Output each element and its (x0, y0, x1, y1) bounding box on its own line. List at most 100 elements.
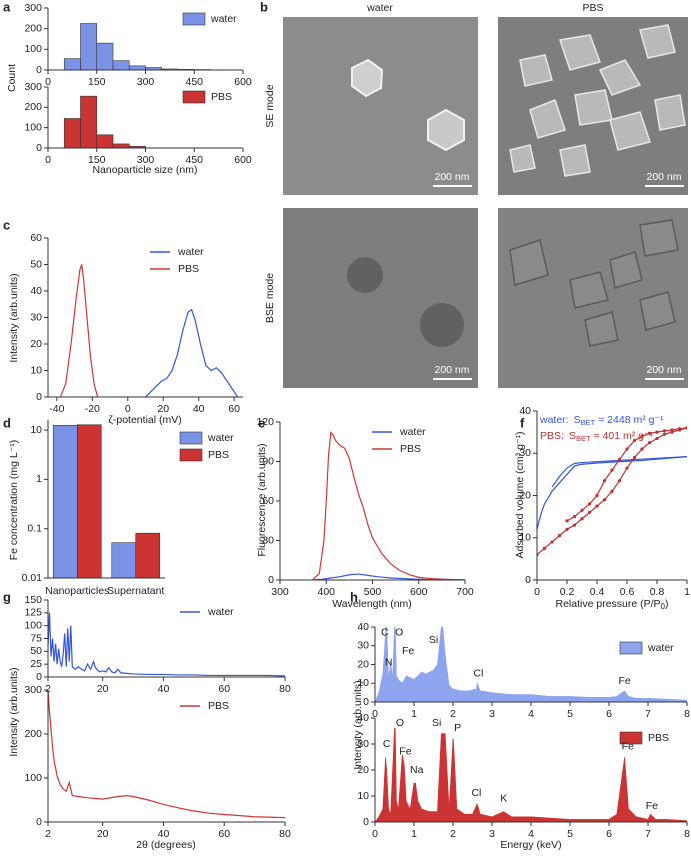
bar (77, 425, 101, 578)
x-tick-label: 60 (218, 683, 230, 695)
legend-swatch (180, 432, 202, 444)
y-tick-label: 150 (24, 594, 42, 606)
histogram-bar (64, 59, 80, 70)
y-axis-label: Fluorescence (arb.units) (256, 443, 268, 556)
legend-swatch (183, 91, 205, 103)
y-tick-label: 200 (24, 101, 42, 113)
series-point (670, 428, 673, 431)
panel-label: f (520, 415, 525, 430)
series-point (595, 504, 598, 507)
x-tick-label: 400 (317, 586, 335, 598)
x-tick-label: 2 (45, 828, 51, 840)
x-tick-label: 0 (45, 154, 51, 166)
column-label: water (366, 2, 393, 14)
x-tick-label: 6 (606, 828, 612, 840)
x-tick-label: 8 (684, 828, 690, 840)
peak-label: Cl (471, 787, 481, 799)
y-tick-label: 200 (24, 728, 42, 740)
x-tick-label: 150 (88, 76, 106, 88)
series-point (588, 511, 591, 514)
peak-label: Na (410, 764, 424, 776)
y-tick-label: 0 (36, 142, 42, 154)
legend-label: water (210, 13, 237, 25)
x-tick-label: 0.4 (590, 586, 605, 598)
series-point (625, 447, 628, 450)
panel-label: a (3, 0, 11, 14)
y-tick-label: 100 (24, 619, 42, 631)
panel-label: d (3, 415, 11, 430)
x-tick-label: 500 (364, 586, 382, 598)
y-tick-label: 300 (24, 81, 42, 93)
x-axis-label: Relative pressure (P/P0) (556, 598, 669, 611)
sem-images: 200 nm 200 nm 200 nm 200 nm water PBS SE… (264, 2, 688, 388)
legend-label: water (177, 246, 204, 258)
annotation-part: S (569, 430, 576, 442)
peak-label: Fe (622, 740, 634, 752)
x-tick-label: 1 (411, 708, 417, 720)
x-tick-label: 80 (279, 683, 291, 695)
peak-label: Fe (399, 746, 411, 758)
legend-label: water (647, 642, 674, 654)
series-area (375, 627, 687, 702)
annotation-part: PBS: (540, 430, 564, 442)
y-tick-label: 300 (24, 684, 42, 696)
histogram-bar (113, 61, 129, 70)
x-tick-label: 7 (645, 828, 651, 840)
x-tick-label: 60 (228, 403, 240, 415)
peak-label: N (385, 656, 393, 668)
series-line (60, 265, 97, 398)
legend-label: PBS (648, 732, 669, 744)
x-tick-label: 0.8 (650, 586, 665, 598)
x-tick-label: 7 (645, 708, 651, 720)
x-tick-label: 0.2 (560, 586, 575, 598)
y-tick-label: 100 (24, 121, 42, 133)
histogram-bar (64, 119, 80, 148)
y-tick-label: 120 (256, 416, 274, 428)
series-point (573, 515, 576, 518)
y-tick-label: 30 (30, 311, 42, 323)
x-tick-label: 0 (534, 586, 540, 598)
series-point (618, 458, 621, 461)
x-tick-label: 300 (137, 76, 155, 88)
x-tick-label: 3 (489, 708, 495, 720)
y-tick-label: 30 (357, 640, 369, 652)
annotation: PBS:SBET = 401 m² g⁻¹ (540, 430, 653, 443)
annotation: water:SBET = 2448 m² g⁻¹ (539, 414, 664, 427)
x-tick-label: 2 (450, 708, 456, 720)
bar (136, 533, 160, 578)
y-tick-label: 0 (525, 574, 531, 586)
annotation-part: = 2448 m² g⁻¹ (595, 414, 664, 426)
series-point (565, 519, 568, 522)
x-tick-label: 450 (185, 76, 203, 88)
histogram-bar (113, 144, 129, 148)
scale-bar-label: 200 nm (434, 364, 469, 376)
series-point (595, 494, 598, 497)
y-tick-label: 60 (30, 232, 42, 244)
y-tick-label: 40 (519, 405, 531, 417)
x-tick-label: 80 (279, 828, 291, 840)
series-point (558, 534, 561, 537)
x-tick-label: 1 (684, 586, 690, 598)
y-axis-label: Fe concentration (mg L⁻¹) (8, 440, 20, 561)
peak-label: Fe (646, 800, 658, 812)
legend-swatch (620, 642, 642, 654)
x-tick-label: 700 (456, 586, 474, 598)
y-tick-label: 0.01 (22, 572, 43, 584)
annotation-part: S (574, 414, 581, 426)
scale-bar-label: 200 nm (434, 171, 469, 183)
series-point (550, 540, 553, 543)
histogram-bar (97, 43, 113, 70)
peak-label: K (500, 792, 507, 804)
legend-label: water (207, 606, 234, 618)
series-line (146, 310, 238, 397)
y-tick-label: 0.1 (27, 522, 42, 534)
peak-label: Si (429, 634, 438, 646)
y-axis-label: Intensity (arb.units) (352, 680, 364, 769)
histogram-bar (81, 96, 97, 148)
y-tick-label: 40 (357, 712, 369, 724)
y-tick-label: 200 (24, 22, 42, 34)
x-axis-label: Wavelength (nm) (332, 598, 412, 610)
y-tick-label: 0 (363, 696, 369, 708)
series-point (640, 447, 643, 450)
